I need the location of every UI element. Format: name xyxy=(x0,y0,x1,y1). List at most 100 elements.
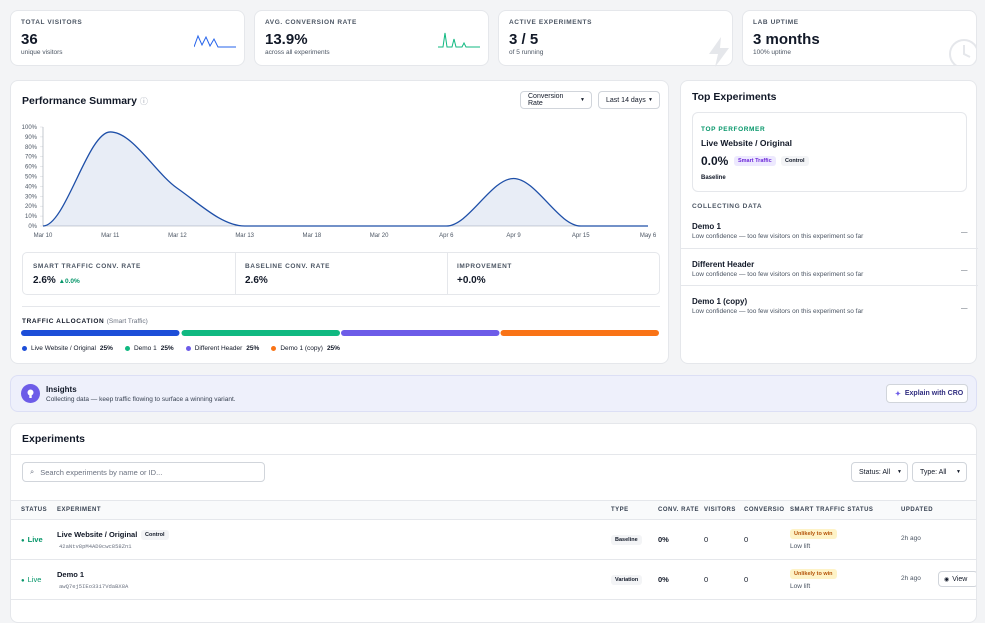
clock-icon xyxy=(949,39,976,65)
charts: 0% 10% 20% 30% 40% 50% 60% 70% 80% 90% 100% Mar 10 M… xyxy=(21,125,659,336)
item-dash: — xyxy=(961,229,968,236)
stat-value: 3 months xyxy=(753,31,820,48)
conversions: 0 xyxy=(744,535,749,544)
x-tick-label: Apr 15 xyxy=(572,233,590,239)
line xyxy=(42,131,648,227)
visitors: 0 xyxy=(704,535,709,544)
stat-card: AVG. CONVERSION RATE 13.9% across all ex… xyxy=(254,10,489,66)
conv-rate: 0% xyxy=(658,575,669,584)
separator xyxy=(681,248,978,249)
stat-value: 36 xyxy=(21,31,38,48)
type-badge: Baseline xyxy=(611,535,642,545)
y-tick-label: 10% xyxy=(25,214,38,220)
item-name: Demo 1 (copy) xyxy=(692,297,748,306)
y-tick-label: 20% xyxy=(25,204,38,210)
status-text: Live xyxy=(27,535,43,544)
x-tick-label: Mar 11 xyxy=(101,233,120,239)
x-tick-label: May 6 xyxy=(640,233,657,239)
filter-text: Status: All xyxy=(859,468,891,476)
insights-icon xyxy=(21,384,40,403)
metric-value-text: 2.6% xyxy=(33,275,56,286)
metric-dropdown[interactable]: Conversion Rate ▼ xyxy=(520,91,592,109)
legend-value: 25% xyxy=(160,345,174,352)
card-title: Performance Summary ⓘ xyxy=(22,95,148,107)
visitors: 0 xyxy=(704,575,709,584)
view-button[interactable]: ◉ View xyxy=(938,571,976,587)
y-tick-label: 80% xyxy=(25,145,38,151)
dropdown-text: Conversion Rate xyxy=(528,93,564,107)
bolt-icon xyxy=(709,37,729,67)
stat-card: ACTIVE EXPERIMENTS 3 / 5 of 5 running xyxy=(498,10,733,67)
column-header: CONV. RATE xyxy=(658,507,700,513)
legend-value: 25% xyxy=(246,345,260,352)
experiment-name: Demo 1 xyxy=(57,570,85,579)
legend-value: 25% xyxy=(99,345,113,352)
status: ● Live xyxy=(21,575,41,584)
divider xyxy=(235,253,236,294)
y-tick-label: 30% xyxy=(25,194,38,200)
button-text: View xyxy=(952,575,968,583)
column-header: TYPE xyxy=(611,507,629,513)
allocation-subtitle: (Smart Traffic) xyxy=(106,318,148,325)
delta-text: 0.0% xyxy=(65,278,80,285)
sparkline xyxy=(438,32,480,48)
x-tick-label: Apr 9 xyxy=(506,233,521,239)
filter-text: Type: All xyxy=(920,468,947,476)
x-tick-label: Mar 12 xyxy=(168,233,187,239)
stat-label: LAB UPTIME xyxy=(753,19,799,26)
lift: Low lift xyxy=(790,583,811,590)
item-dash: — xyxy=(961,305,968,312)
item-note: Low confidence — too few visitors on thi… xyxy=(692,233,864,240)
status-dot: ● xyxy=(21,538,25,544)
lift: Low lift xyxy=(790,543,811,550)
y-tick-label: 60% xyxy=(25,165,38,171)
legend-item: Different Header 25% xyxy=(185,345,260,352)
table-header xyxy=(11,500,976,520)
column-header: UPDATED xyxy=(901,507,934,513)
experiment-id: 42aNtv8pM4AD0cwc858Zn1 xyxy=(59,543,132,550)
x-tick-label: Mar 10 xyxy=(34,233,53,239)
top-performer: TOP PERFORMER Live Website / Original 0.… xyxy=(692,112,967,192)
item-note: Low confidence — too few visitors on thi… xyxy=(692,271,864,278)
x-tick-label: Mar 13 xyxy=(235,233,254,239)
legend-dot xyxy=(185,346,191,351)
area xyxy=(43,131,648,226)
updated: 2h ago xyxy=(901,535,921,542)
legend-name: Different Header xyxy=(194,345,243,352)
status-dot: ● xyxy=(21,578,25,584)
top-value: 0.0% xyxy=(701,154,729,168)
stat-value: 3 / 5 xyxy=(509,31,539,48)
performance-card: Performance Summary ⓘ Conversion Rate ▼ L… xyxy=(10,80,669,364)
legend-item: Live Website / Original 25% xyxy=(22,345,113,352)
stat-label: TOTAL VISITORS xyxy=(21,19,83,26)
legend-item: Demo 1 25% xyxy=(124,345,174,352)
conv-rate: 0% xyxy=(658,535,669,544)
explain-button[interactable]: ✦ Explain with CRO xyxy=(886,384,968,403)
button-text: Explain with CRO xyxy=(904,390,964,397)
legend-value: 25% xyxy=(326,345,340,352)
divider xyxy=(447,253,448,294)
range-dropdown[interactable]: Last 14 days ▼ xyxy=(598,91,660,109)
separator xyxy=(11,454,976,455)
column-header: CONVERSIO xyxy=(744,507,785,513)
metric-delta: ▲0.0% xyxy=(58,278,80,285)
item-dash: — xyxy=(961,267,968,274)
allocation-title: TRAFFIC ALLOCATION (Smart Traffic) xyxy=(22,318,148,325)
y-tick-label: 40% xyxy=(25,184,38,190)
legend-item: Demo 1 (copy) 25% xyxy=(271,345,340,352)
legend-name: Live Website / Original xyxy=(31,345,96,352)
sparkline xyxy=(194,34,236,48)
status-filter[interactable]: Status: All ▼ xyxy=(851,462,908,482)
column-header: EXPERIMENT xyxy=(57,507,102,513)
item-note: Low confidence — too few visitors on thi… xyxy=(692,308,864,315)
insights-text: Collecting data — keep traffic flowing t… xyxy=(46,396,236,403)
separator xyxy=(22,306,660,307)
y-tick-label: 100% xyxy=(22,125,38,131)
type-filter[interactable]: Type: All ▼ xyxy=(912,462,967,482)
badge: Control xyxy=(141,530,169,540)
insights-title: Insights xyxy=(46,385,77,394)
search-input[interactable]: ⌕ Search experiments by name or ID... xyxy=(22,462,265,482)
x-tick-label: Mar 20 xyxy=(370,233,389,239)
experiment-name: Live Website / Original xyxy=(57,530,138,539)
eye-icon: ◉ xyxy=(944,576,950,583)
